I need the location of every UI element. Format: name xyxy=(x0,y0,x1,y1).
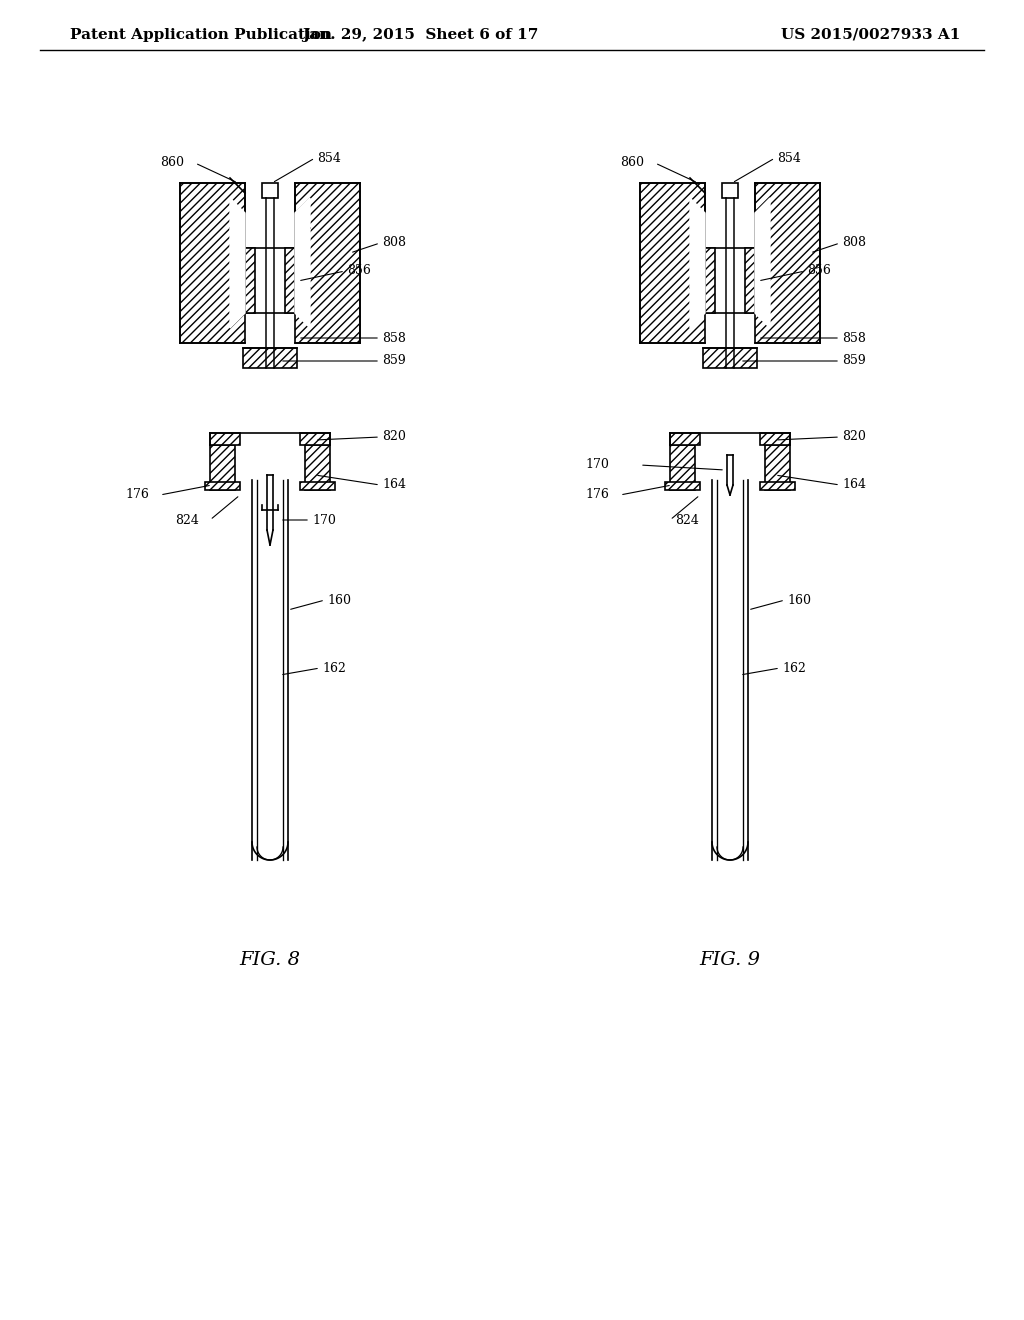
Text: 808: 808 xyxy=(842,236,866,249)
Text: 858: 858 xyxy=(842,331,866,345)
Bar xyxy=(640,183,705,343)
Text: 854: 854 xyxy=(317,152,341,165)
Bar xyxy=(755,183,820,343)
Text: 859: 859 xyxy=(382,355,406,367)
Text: 856: 856 xyxy=(347,264,371,277)
Text: 858: 858 xyxy=(382,331,406,345)
Text: 824: 824 xyxy=(675,513,698,527)
Text: FIG. 8: FIG. 8 xyxy=(240,950,300,969)
Text: 170: 170 xyxy=(312,513,336,527)
Bar xyxy=(180,183,245,343)
Bar xyxy=(210,433,240,445)
Bar xyxy=(665,482,700,490)
Bar xyxy=(285,248,297,313)
Text: 820: 820 xyxy=(382,430,406,444)
Bar xyxy=(670,445,695,490)
Bar xyxy=(703,248,758,313)
Text: 859: 859 xyxy=(842,355,865,367)
Bar xyxy=(745,248,757,313)
Text: 160: 160 xyxy=(327,594,351,606)
Text: 162: 162 xyxy=(782,661,806,675)
Polygon shape xyxy=(690,198,705,327)
Text: 160: 160 xyxy=(787,594,811,606)
Bar xyxy=(295,183,360,343)
Text: 162: 162 xyxy=(322,661,346,675)
Text: 820: 820 xyxy=(842,430,866,444)
Bar xyxy=(300,433,330,445)
Text: 164: 164 xyxy=(842,479,866,491)
Text: US 2015/0027933 A1: US 2015/0027933 A1 xyxy=(780,28,961,42)
Bar xyxy=(300,482,335,490)
Text: 808: 808 xyxy=(382,236,406,249)
Bar xyxy=(722,183,738,198)
Bar xyxy=(243,248,298,313)
Bar xyxy=(765,445,790,490)
Bar xyxy=(243,248,255,313)
Text: Jan. 29, 2015  Sheet 6 of 17: Jan. 29, 2015 Sheet 6 of 17 xyxy=(302,28,539,42)
Text: 860: 860 xyxy=(620,157,644,169)
Bar xyxy=(703,248,715,313)
Text: 854: 854 xyxy=(777,152,801,165)
Bar xyxy=(210,445,234,490)
Bar xyxy=(703,348,757,368)
Text: FIG. 9: FIG. 9 xyxy=(699,950,761,969)
Polygon shape xyxy=(295,198,310,327)
Text: 824: 824 xyxy=(175,513,199,527)
Text: 170: 170 xyxy=(585,458,609,471)
Bar xyxy=(243,348,297,368)
Text: 176: 176 xyxy=(585,488,609,502)
Polygon shape xyxy=(230,198,245,327)
Bar xyxy=(205,482,240,490)
Bar xyxy=(305,445,330,490)
Bar xyxy=(760,482,795,490)
Text: 860: 860 xyxy=(160,157,184,169)
Text: 856: 856 xyxy=(807,264,830,277)
Bar xyxy=(670,433,700,445)
Bar xyxy=(262,183,278,198)
Polygon shape xyxy=(755,198,770,327)
Text: 176: 176 xyxy=(125,488,148,502)
Text: 164: 164 xyxy=(382,479,406,491)
Bar xyxy=(760,433,790,445)
Text: Patent Application Publication: Patent Application Publication xyxy=(70,28,332,42)
